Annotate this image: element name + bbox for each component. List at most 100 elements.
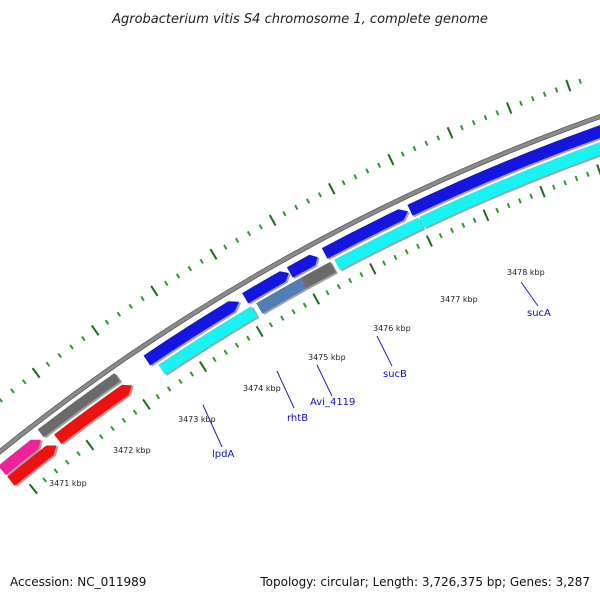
inner-tick — [302, 302, 307, 308]
inner-tick — [268, 322, 274, 328]
inner-tick — [223, 349, 228, 355]
scale-label: 3476 kbp — [373, 324, 411, 333]
outer-tick — [317, 192, 322, 198]
inner-tick — [539, 185, 546, 198]
inner-tick — [425, 235, 433, 247]
gene-label-leader — [520, 281, 539, 307]
outer-tick — [246, 230, 252, 237]
inner-tick — [563, 180, 567, 186]
inner-tick — [98, 434, 104, 440]
outer-tick — [377, 162, 382, 168]
outer-tick — [90, 324, 100, 336]
scale-labels: 3471 kbp 3472 kbp 3473 kbp 3474 kbp 3475 kbp… — [49, 268, 545, 488]
outer-tick — [282, 211, 287, 217]
inner-tick — [585, 171, 590, 177]
inner-tick — [416, 243, 421, 250]
gene-feature-red-2 — [7, 445, 57, 486]
gene-feature-lpdA — [158, 306, 258, 375]
outer-tick — [223, 244, 228, 250]
outer-tick — [578, 78, 582, 84]
scale-label: 3472 kbp — [113, 446, 151, 455]
scale-label: 3475 kbp — [308, 353, 346, 362]
inner-tick — [382, 260, 387, 266]
map-title: Agrobacterium vitis S4 chromosome 1, com… — [111, 12, 488, 27]
inner-tick — [529, 193, 534, 199]
inner-tick — [472, 217, 477, 223]
inner-tick — [359, 271, 364, 278]
outer-tick — [424, 140, 429, 146]
accession-text: Accession: NC_011989 — [10, 575, 146, 589]
inner-tick — [166, 386, 172, 392]
gene-label: rhtB — [287, 413, 308, 424]
outer-tick — [163, 280, 169, 287]
inner-tick — [246, 335, 251, 341]
gene-feature-blue-b — [286, 254, 318, 278]
inner-tick — [369, 263, 377, 275]
inner-tick — [53, 468, 59, 474]
gene-label-leader — [202, 404, 223, 448]
outer-tick — [69, 344, 74, 350]
outer-tick — [258, 224, 263, 230]
outer-tick — [268, 214, 277, 226]
gene-feature-Avi_4119 — [300, 261, 336, 289]
scale-label: 3473 kbp — [178, 415, 216, 424]
scale-label: 3471 kbp — [49, 479, 87, 488]
inner-tick — [28, 483, 38, 495]
outer-tick — [353, 174, 358, 180]
scale-label: 3478 kbp — [507, 268, 545, 277]
inner-tick — [336, 283, 341, 290]
genome-backbone — [0, 114, 600, 455]
inner-tick — [85, 439, 95, 451]
outer-tick — [483, 115, 488, 121]
gene-label: Avi_4119 — [310, 397, 355, 408]
outer-tick — [495, 110, 500, 116]
outer-tick — [328, 182, 336, 195]
outer-tick — [199, 258, 204, 265]
outer-tick — [446, 126, 454, 139]
outer-tick-ring — [0, 78, 582, 403]
inner-tick-ring — [28, 164, 600, 495]
scale-label: 3477 kbp — [440, 295, 478, 304]
outer-tick — [400, 151, 405, 157]
inner-tick — [178, 378, 183, 385]
gene-label-leader — [316, 364, 333, 397]
backbone-line — [0, 114, 600, 454]
inner-tick — [325, 290, 330, 296]
outer-tick — [306, 198, 311, 204]
outer-tick — [471, 119, 476, 126]
inner-tick — [506, 202, 511, 209]
gene-feature-blue-c — [321, 209, 408, 259]
outer-tick — [128, 303, 133, 309]
outer-tick — [21, 379, 27, 385]
gene-feature-blue-a — [242, 271, 289, 304]
outer-tick — [31, 367, 41, 379]
outer-tick — [531, 96, 535, 102]
outer-tick — [140, 295, 145, 302]
gene-feature-red — [54, 384, 132, 444]
outer-tick — [187, 265, 192, 272]
inner-tick — [212, 356, 217, 363]
inner-tick — [280, 315, 285, 321]
scale-label: 3474 kbp — [243, 384, 281, 393]
inner-tick — [312, 293, 320, 305]
outer-tick — [436, 135, 441, 141]
inner-tick — [574, 175, 579, 182]
inner-tick — [291, 309, 296, 315]
inner-tick — [552, 184, 556, 190]
outer-tick — [412, 145, 417, 152]
gene-label: lpdA — [212, 449, 234, 460]
inner-tick — [198, 361, 208, 373]
inner-tick — [189, 371, 194, 377]
outer-tick — [235, 237, 240, 243]
inner-tick — [121, 417, 127, 423]
inner-tick — [76, 450, 81, 457]
outer-tick — [116, 311, 122, 317]
outer-tick — [459, 124, 464, 131]
outer-tick — [10, 388, 15, 394]
gene-label-leader — [276, 370, 295, 409]
outer-tick — [57, 352, 63, 359]
inner-tick — [495, 207, 500, 214]
inner-tick — [234, 342, 240, 348]
gene-feature-blue-d — [407, 125, 600, 216]
